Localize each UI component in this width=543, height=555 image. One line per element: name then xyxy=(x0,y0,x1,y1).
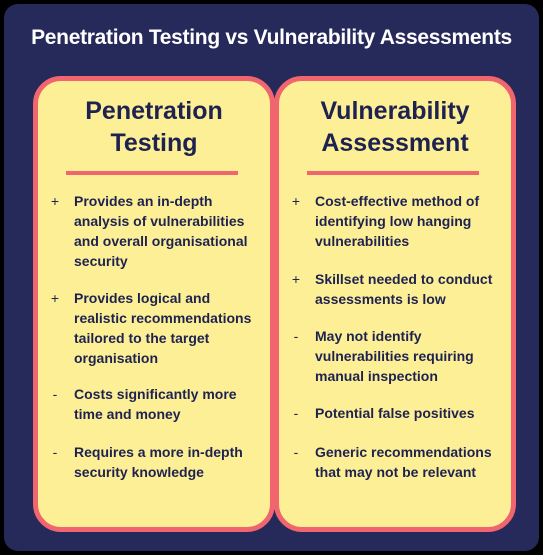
list-item-text: Provides logical and realistic recommend… xyxy=(74,290,252,366)
plus-marker: + xyxy=(50,193,60,209)
title-underline xyxy=(307,171,479,175)
plus-marker: + xyxy=(50,290,60,306)
minus-marker: - xyxy=(293,444,299,460)
penetration-testing-card: Penetration Testing + Provides an in-dep… xyxy=(33,76,275,532)
card-title-line-2: Testing xyxy=(110,129,198,157)
vulnerability-assessment-card: Vulnerability Assessment + Cost-effectiv… xyxy=(274,76,516,532)
minus-marker: - xyxy=(293,328,299,344)
list-item-text: Requires a more in-depth security knowle… xyxy=(74,444,243,480)
list-item-text: May not identify vulnerabilities requiri… xyxy=(315,328,474,384)
list-item-text: Skillset needed to conduct assessments i… xyxy=(315,271,493,307)
list-item-text: Cost-effective method of identifying low… xyxy=(315,193,480,249)
plus-marker: + xyxy=(291,193,301,209)
card-title-line-2: Assessment xyxy=(321,129,469,157)
comparison-panel: Penetration Testing vs Vulnerability Ass… xyxy=(4,4,539,551)
minus-marker: - xyxy=(52,386,58,402)
list-item-text: Generic recommendations that may not be … xyxy=(315,444,492,480)
card-title-vulnerability-assessment: Vulnerability Assessment xyxy=(279,95,511,159)
minus-marker: - xyxy=(293,405,299,421)
card-title-line-1: Penetration xyxy=(85,97,223,125)
title-underline xyxy=(66,171,238,175)
list-item-text: Potential false positives xyxy=(315,405,475,421)
list-item-text: Provides an in-depth analysis of vulnera… xyxy=(74,193,248,269)
minus-marker: - xyxy=(52,444,58,460)
card-title-line-1: Vulnerability xyxy=(320,97,470,125)
list-item-text: Costs significantly more time and money xyxy=(74,386,237,422)
page-title: Penetration Testing vs Vulnerability Ass… xyxy=(31,26,512,49)
plus-marker: + xyxy=(291,271,301,287)
card-title-penetration-testing: Penetration Testing xyxy=(38,95,270,159)
